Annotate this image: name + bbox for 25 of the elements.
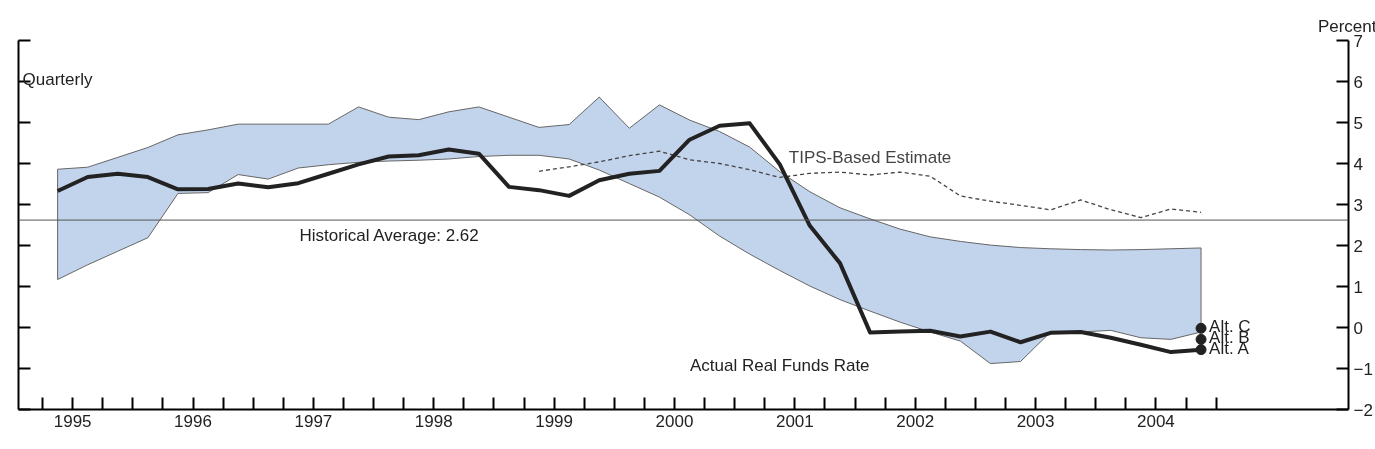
x-tick-label: 1996 <box>174 411 212 431</box>
x-tick-label: 2004 <box>1137 411 1175 431</box>
x-tick-label: 2003 <box>1016 411 1055 431</box>
series-label: Actual Real Funds Rate <box>690 356 870 376</box>
y-tick-label: 6 <box>1353 72 1363 92</box>
x-tick-label: 2001 <box>775 411 814 431</box>
x-tick-label: 2002 <box>896 411 935 431</box>
y-tick-label: 1 <box>1353 277 1363 297</box>
ref-line-label: Historical Average: 2.62 <box>299 226 479 246</box>
x-tick-label: 1997 <box>294 411 333 431</box>
y-tick-label: 5 <box>1353 113 1363 133</box>
y-tick-label: 4 <box>1353 154 1363 174</box>
line-series <box>538 150 1202 219</box>
y-tick-label: −2 <box>1353 400 1373 420</box>
x-tick-label: 2000 <box>655 411 694 431</box>
y-tick-label: 3 <box>1353 195 1363 215</box>
y-tick-label: 2 <box>1353 236 1363 256</box>
y-tick-label: 7 <box>1353 31 1363 51</box>
x-tick-label: 1999 <box>535 411 574 431</box>
annotation: Quarterly <box>22 69 93 89</box>
x-tick-label: 1998 <box>414 411 453 431</box>
series-label: TIPS-Based Estimate <box>788 147 952 167</box>
y-tick-label: −1 <box>1353 359 1373 379</box>
x-tick-label: 1995 <box>53 411 92 431</box>
y-tick-label: 0 <box>1353 318 1363 338</box>
